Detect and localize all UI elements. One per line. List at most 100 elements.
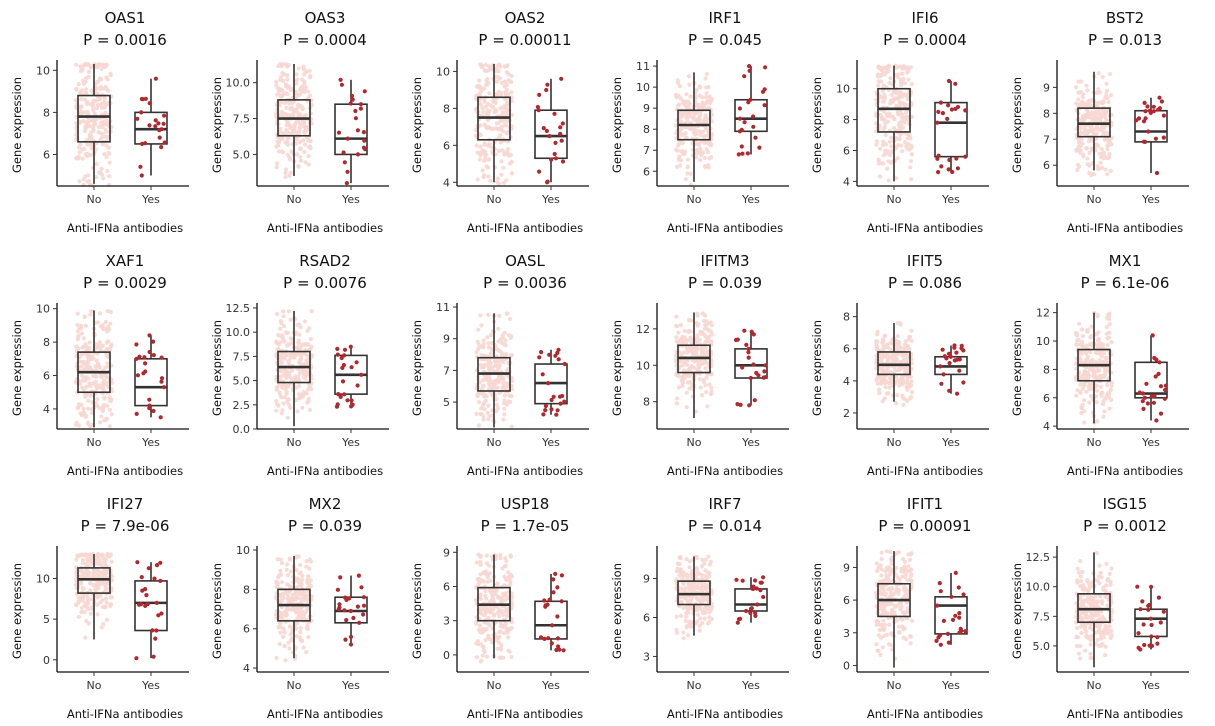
point-no [274,79,279,84]
point-yes [362,138,367,143]
point-no [301,390,306,395]
point-yes [1151,400,1156,405]
point-no [502,152,507,157]
point-no [900,101,905,106]
x-axis-label: Anti-IFNa antibodies [467,464,583,478]
point-yes [546,636,551,641]
point-yes [348,101,353,106]
point-yes [146,566,151,571]
point-no [885,166,890,171]
point-no [482,122,487,127]
point-no [83,87,89,92]
point-yes [544,128,550,134]
point-yes [343,637,348,642]
point-yes [143,361,148,366]
point-no [679,378,684,383]
point-no [84,562,89,567]
point-no [295,409,300,414]
point-no [285,370,290,375]
point-yes [559,138,564,143]
point-no [709,385,714,390]
y-tick-label: 0 [43,654,50,667]
point-no [303,342,309,347]
point-no [91,107,96,113]
point-no [274,339,279,344]
point-no [78,326,83,331]
point-no [83,342,88,347]
y-axis-label: Gene expression [10,320,24,416]
point-no [92,111,97,116]
x-tick-label: No [487,679,502,692]
point-no [487,571,492,576]
point-no [79,88,85,93]
point-no [496,148,502,153]
point-no [1088,383,1093,388]
point-no [93,364,98,369]
point-yes [151,408,156,414]
point-no [499,642,504,648]
point-no [76,405,81,410]
point-no [1105,336,1110,341]
point-no [284,352,289,357]
point-no [886,159,891,164]
point-no [285,152,290,158]
point-yes [551,590,556,595]
point-yes [353,108,358,114]
point-no [703,586,708,592]
point-no [502,122,507,128]
point-no [95,612,100,617]
point-no [894,176,899,181]
point-no [675,324,680,329]
point-no [302,89,307,95]
point-no [509,625,514,631]
point-no [298,86,303,91]
x-tick-label: Yes [541,436,560,449]
point-no [705,361,710,366]
point-no [706,338,711,343]
point-no [896,112,901,117]
point-no [476,327,481,332]
point-no [676,80,681,85]
panel-pvalue: P = 1.7e-05 [481,517,570,535]
point-no [480,402,486,408]
point-no [502,412,507,417]
point-no [295,345,300,350]
point-no [306,574,311,580]
y-tick-label: 6 [43,370,50,383]
point-no [700,106,705,111]
point-no [1084,146,1089,151]
point-no [483,571,489,577]
point-no [279,320,284,326]
point-yes [1145,104,1150,109]
point-no [898,79,904,84]
point-no [681,636,686,641]
point-no [691,115,697,120]
point-no [482,99,487,104]
point-yes [949,107,955,112]
point-yes [361,612,366,617]
y-tick-label: 12 [1036,307,1050,320]
box-yes-iqr [734,98,768,133]
point-yes [748,606,754,612]
point-no [703,164,708,169]
point-no [506,648,511,653]
y-tick-label: 7.5 [233,350,251,363]
point-no [906,337,912,342]
point-no [109,559,114,564]
point-yes [739,127,744,132]
point-no [80,156,85,161]
point-no [95,386,100,391]
point-no [294,72,299,77]
point-no [880,142,886,148]
y-tick-label: 8 [43,336,50,349]
point-no [488,361,493,366]
point-no [281,634,286,639]
point-yes [545,82,550,87]
point-no [895,156,900,161]
point-no [506,333,512,338]
point-no [1108,168,1113,173]
point-no [708,101,713,106]
x-tick-label: No [687,436,702,449]
point-no [706,165,711,170]
